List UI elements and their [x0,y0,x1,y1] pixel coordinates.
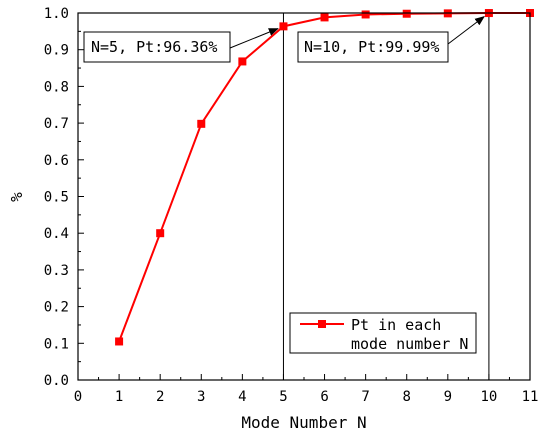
legend: Pt in each mode number N [289,312,477,354]
x-tick-label: 2 [156,389,164,405]
data-point [402,9,411,18]
annotation-n10: N=10, Pt:99.99% [297,16,485,63]
x-tick-label: 9 [444,389,452,405]
annotation-n5: N=5, Pt:96.36% [83,28,279,63]
x-tick-label: 4 [238,389,246,405]
y-tick-label: 0.6 [44,153,69,169]
annotation-n5-text: N=5, Pt:96.36% [91,38,217,56]
legend-marker-swatch [318,320,326,328]
x-tick-label: 1 [115,389,123,405]
data-point [197,119,206,128]
y-tick-label: 0.9 [44,43,69,59]
x-axis-label: Mode Number N [241,413,366,432]
annotation-n5-arrow [229,28,279,49]
x-tick-label: 11 [522,389,539,405]
y-tick-label: 0.4 [44,226,69,242]
x-tick-label: 3 [197,389,205,405]
legend-box [289,312,477,354]
x-tick-label: 0 [74,389,82,405]
annotation-n10-text: N=10, Pt:99.99% [304,38,439,56]
y-tick-label: 0.0 [44,373,69,389]
annotation-n10-box [297,31,449,63]
y-axis-label: % [7,192,26,202]
data-point [238,57,247,66]
y-tick-label: 0.8 [44,79,69,95]
x-tick-label: 8 [403,389,411,405]
annotation-n10-arrow [447,16,485,45]
x-tick-label: 6 [320,389,328,405]
y-tick-label: 0.2 [44,300,69,316]
y-tick-label: 0.3 [44,263,69,279]
legend-label-line-2: mode number N [351,335,468,353]
y-tick-label: 0.1 [44,336,69,352]
annotation-n5-box [83,31,231,63]
legend-label-line-1: Pt in each [351,316,441,334]
data-point [361,10,370,19]
y-axis: 0.0 0.1 0.2 0.3 0.4 0.5 0.6 0.7 0.8 0.9 1.0 [44,6,84,389]
data-point [279,22,288,31]
x-tick-label: 10 [480,389,497,405]
y-tick-label: 1.0 [44,6,69,22]
x-tick-label: 5 [279,389,287,405]
reference-lines [282,13,490,380]
x-tick-label: 7 [361,389,369,405]
data-point [115,337,124,346]
data-point [320,13,329,22]
y-tick-label: 0.7 [44,116,69,132]
y-tick-label: 0.5 [44,190,69,206]
x-axis: 0 1 2 3 4 5 6 7 8 9 10 11 [74,374,539,405]
data-point [156,229,165,238]
